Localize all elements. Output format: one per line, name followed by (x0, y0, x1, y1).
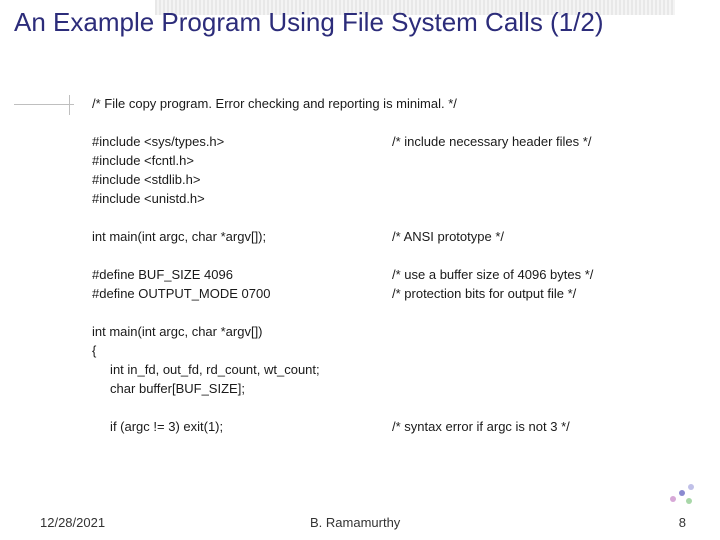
code-text: #include <fcntl.h> (92, 153, 194, 168)
footer-page-number: 8 (679, 515, 686, 530)
slide-title: An Example Program Using File System Cal… (0, 6, 720, 39)
code-comment: /* include necessary header files */ (392, 133, 591, 152)
code-line: #include <unistd.h> (92, 190, 672, 209)
code-line: char buffer[BUF_SIZE]; (92, 380, 672, 399)
code-block: /* File copy program. Error checking and… (92, 95, 672, 437)
decoration-dot (686, 498, 692, 504)
footer-author: B. Ramamurthy (310, 515, 400, 530)
code-comment: /* use a buffer size of 4096 bytes */ (392, 266, 593, 285)
footer-decoration-dots (670, 482, 696, 508)
code-text: /* File copy program. Error checking and… (92, 96, 457, 111)
footer-date: 12/28/2021 (40, 515, 105, 530)
code-comment: /* protection bits for output file */ (392, 285, 576, 304)
code-text: #define BUF_SIZE 4096 (92, 267, 233, 282)
code-text: int main(int argc, char *argv[]); (92, 229, 266, 244)
decoration-dot (670, 496, 676, 502)
decoration-dot (679, 490, 685, 496)
code-line: int in_fd, out_fd, rd_count, wt_count; (92, 361, 672, 380)
code-text: #include <sys/types.h> (92, 134, 224, 149)
code-line: #include <fcntl.h> (92, 152, 672, 171)
code-comment: /* syntax error if argc is not 3 */ (392, 418, 570, 437)
code-text: #include <unistd.h> (92, 191, 205, 206)
bullet-marker (14, 95, 74, 115)
code-line: { (92, 342, 672, 361)
code-text: if (argc != 3) exit(1); (92, 419, 223, 434)
code-text: #define OUTPUT_MODE 0700 (92, 286, 270, 301)
bullet-marker-horizontal (14, 104, 74, 105)
code-line: if (argc != 3) exit(1); /* syntax error i… (92, 418, 672, 437)
code-line: int main(int argc, char *argv[]); /* ANSI… (92, 228, 672, 247)
code-comment: /* ANSI prototype */ (392, 228, 504, 247)
code-text: #include <stdlib.h> (92, 172, 200, 187)
bullet-marker-vertical (69, 95, 70, 115)
code-line: /* File copy program. Error checking and… (92, 95, 672, 114)
code-line: #define BUF_SIZE 4096 /* use a buffer siz… (92, 266, 672, 285)
code-line (92, 399, 672, 418)
code-line: #define OUTPUT_MODE 0700 /* protection bi… (92, 285, 672, 304)
title-bar: An Example Program Using File System Cal… (0, 0, 720, 43)
code-line (92, 304, 672, 323)
code-line: #include <stdlib.h> (92, 171, 672, 190)
code-text: char buffer[BUF_SIZE]; (92, 381, 245, 396)
decoration-dot (688, 484, 694, 490)
code-line (92, 247, 672, 266)
code-text: int in_fd, out_fd, rd_count, wt_count; (92, 362, 320, 377)
code-text: { (92, 343, 96, 358)
code-line (92, 209, 672, 228)
code-line: int main(int argc, char *argv[]) (92, 323, 672, 342)
code-line: #include <sys/types.h> /* include necessa… (92, 133, 672, 152)
code-text: int main(int argc, char *argv[]) (92, 324, 263, 339)
code-line (92, 114, 672, 133)
